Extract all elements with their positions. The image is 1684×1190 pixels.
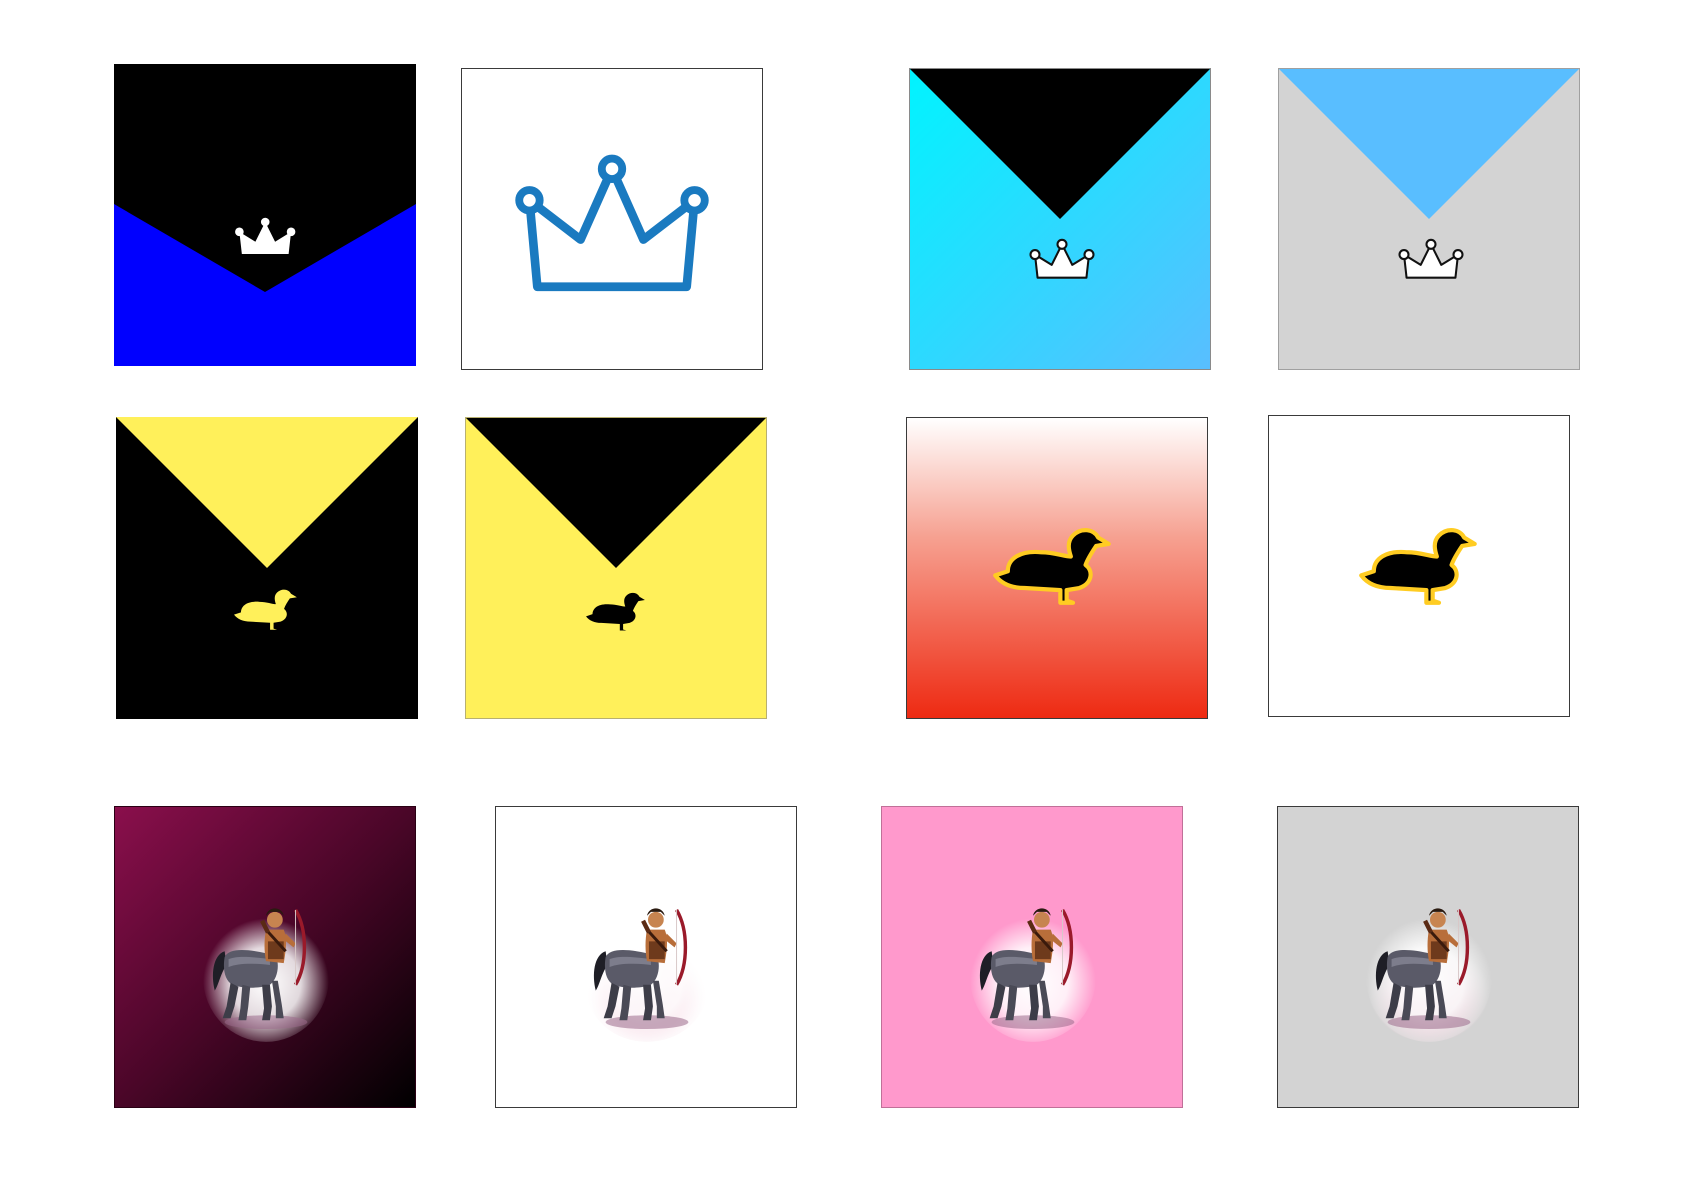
centaur-tile-gray: [1277, 806, 1579, 1108]
crown-tile-cyan-gradient: [909, 68, 1211, 370]
centaur-archer-icon: [582, 906, 712, 1043]
crown-tile-outline-white: [461, 68, 763, 370]
duck-tile-black-yellow: [116, 417, 418, 719]
duck-tile-white: [1268, 415, 1570, 717]
crown-tile-gray: [1278, 68, 1580, 370]
centaur-archer-icon: [968, 906, 1098, 1043]
duck-icon: [1357, 520, 1481, 614]
centaur-tile-white: [495, 806, 797, 1108]
duck-icon: [991, 520, 1115, 614]
crown-tile-blue-black: [114, 64, 416, 366]
duck-tile-red-gradient: [906, 417, 1208, 719]
centaur-archer-icon: [201, 906, 331, 1043]
centaur-tile-maroon-gradient: [114, 806, 416, 1108]
centaur-tile-pink: [881, 806, 1183, 1108]
centaur-archer-icon: [1364, 906, 1494, 1043]
crown-icon: [1029, 238, 1095, 279]
duck-tile-yellow-black: [465, 417, 767, 719]
crown-icon: [235, 217, 296, 254]
crown-outline-icon: [515, 154, 709, 292]
duck-icon: [234, 589, 297, 630]
duck-icon: [586, 592, 645, 631]
crown-icon: [1398, 238, 1464, 279]
